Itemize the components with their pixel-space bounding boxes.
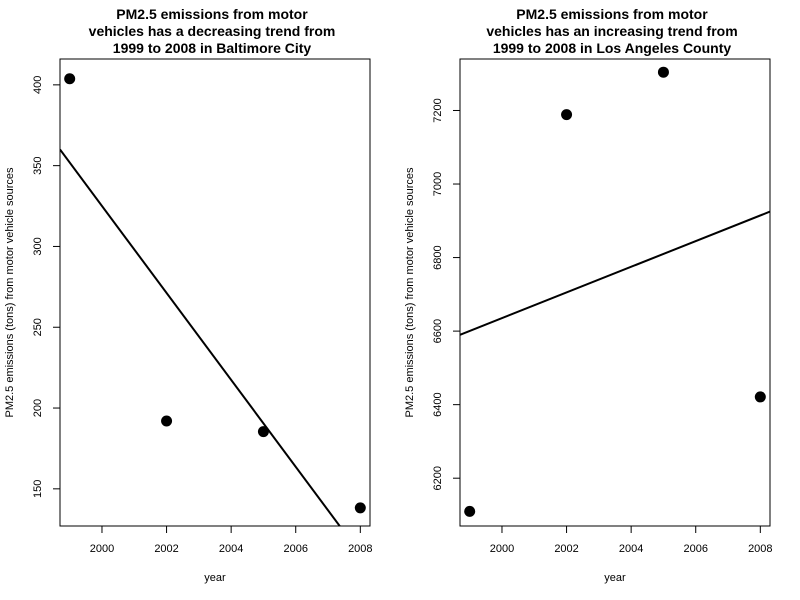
x-axis-label: year: [204, 572, 226, 584]
chart-title: PM2.5 emissions from motor vehicles has a…: [89, 6, 336, 56]
y-tick-label: 150: [32, 480, 44, 498]
x-tick-label: 2006: [683, 543, 707, 555]
chart-title-line: PM2.5 emissions from motor: [516, 6, 708, 22]
y-tick-label: 6600: [432, 319, 444, 343]
chart-title-line: PM2.5 emissions from motor: [116, 6, 308, 22]
chart-title: PM2.5 emissions from motor vehicles has a…: [486, 6, 737, 56]
y-tick-label: 7000: [432, 172, 444, 196]
data-point: [464, 505, 476, 517]
data-point: [64, 73, 76, 85]
y-tick-label: 6800: [432, 245, 444, 269]
y-tick-label: 250: [32, 318, 44, 336]
data-point: [561, 109, 573, 121]
trend-line: [60, 148, 341, 526]
x-tick-label: 2008: [348, 543, 372, 555]
x-tick-label: 2002: [554, 543, 578, 555]
data-point: [657, 66, 669, 78]
x-tick-label: 2004: [219, 543, 243, 555]
y-tick-label: 7200: [432, 98, 444, 122]
plot-frame: [459, 58, 771, 527]
x-tick-label: 2002: [154, 543, 178, 555]
y-tick-label: 200: [32, 399, 44, 417]
data-point: [754, 391, 766, 403]
y-tick-label: 400: [32, 76, 44, 94]
data-point: [257, 426, 269, 438]
chart-title-line: vehicles has an increasing trend from: [486, 23, 737, 39]
chart-title-line: vehicles has a decreasing trend from: [89, 23, 336, 39]
data-point: [161, 415, 173, 427]
chart-title-line: 1999 to 2008 in Los Angeles County: [493, 40, 732, 56]
y-axis-label: PM2.5 emissions (tons) from motor vehicl…: [4, 167, 16, 418]
y-tick-label: 6200: [432, 466, 444, 490]
trend-line: [460, 210, 770, 336]
chart-panel-1: PM2.5 emissions from motor vehicles has a…: [4, 6, 373, 584]
x-tick-label: 2008: [748, 543, 772, 555]
y-tick-label: 350: [32, 156, 44, 174]
y-tick-label: 6400: [432, 392, 444, 416]
chart-panel-2: PM2.5 emissions from motor vehicles has a…: [404, 6, 773, 584]
x-tick-label: 2004: [619, 543, 643, 555]
data-point: [354, 502, 366, 514]
x-tick-label: 2000: [90, 543, 114, 555]
plot-frame: [59, 58, 371, 527]
x-tick-label: 2000: [490, 543, 514, 555]
chart-title-line: 1999 to 2008 in Baltimore City: [113, 40, 312, 56]
x-axis-label: year: [604, 572, 626, 584]
x-tick-label: 2006: [283, 543, 307, 555]
y-tick-label: 300: [32, 237, 44, 255]
y-axis-label: PM2.5 emissions (tons) from motor vehicl…: [404, 167, 416, 418]
